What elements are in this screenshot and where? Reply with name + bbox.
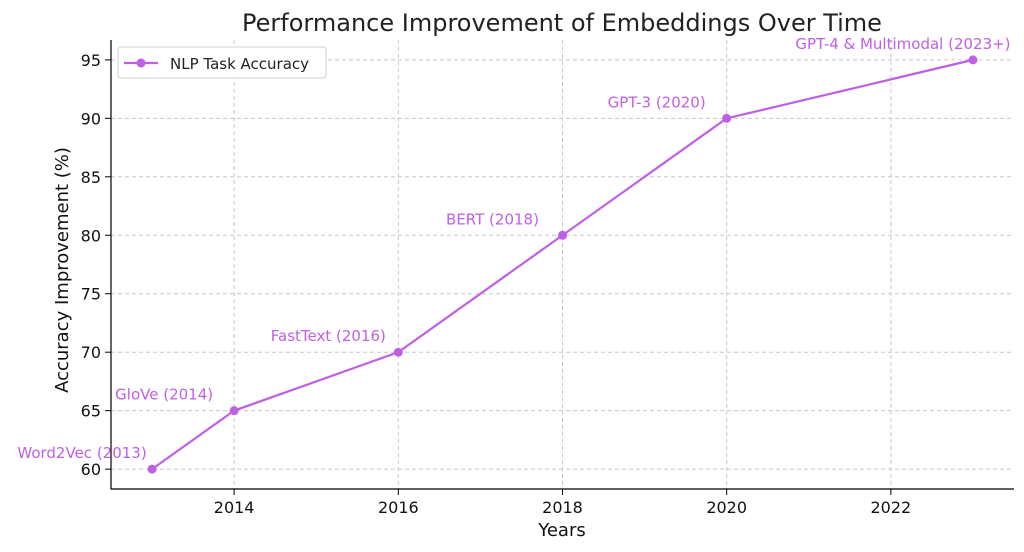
y-tick-label: 75 bbox=[81, 285, 101, 304]
y-tick-label: 85 bbox=[81, 168, 101, 187]
data-point bbox=[393, 347, 403, 357]
series-line bbox=[151, 58, 974, 471]
data-point bbox=[558, 230, 567, 240]
chart-title: Performance Improvement of Embeddings Ov… bbox=[242, 9, 882, 37]
data-point bbox=[968, 55, 978, 65]
data-label: GPT-4 & Multimodal (2023+) bbox=[795, 35, 1010, 53]
x-tick-label: 2020 bbox=[706, 498, 747, 517]
x-tick-label: 2018 bbox=[542, 498, 583, 517]
data-label: FastText (2016) bbox=[271, 327, 386, 345]
data-point bbox=[229, 406, 239, 416]
y-tick-label: 80 bbox=[81, 226, 101, 245]
data-point bbox=[147, 464, 157, 474]
y-tick-label: 60 bbox=[81, 460, 101, 479]
data-point bbox=[722, 113, 732, 123]
y-tick-label: 90 bbox=[81, 109, 101, 128]
legend-marker-swatch bbox=[136, 58, 146, 68]
grid-layer bbox=[111, 40, 1014, 489]
x-tick-label: 2016 bbox=[378, 498, 419, 517]
axes-frame bbox=[110, 40, 1014, 490]
x-axis-ticks: 2014 2016 2018 2020 2022 bbox=[214, 489, 911, 517]
data-label: GPT-3 (2020) bbox=[608, 93, 706, 111]
data-label: Word2Vec (2013) bbox=[17, 444, 146, 462]
legend-box bbox=[117, 46, 327, 79]
y-tick-label: 70 bbox=[81, 343, 101, 362]
y-tick-label: 65 bbox=[81, 402, 101, 421]
x-axis-label: Years bbox=[537, 520, 586, 541]
data-label: BERT (2018) bbox=[446, 210, 539, 228]
data-label: GloVe (2014) bbox=[115, 386, 213, 404]
y-axis-label: Accuracy Improvement (%) bbox=[52, 147, 73, 393]
y-tick-label: 95 bbox=[81, 51, 101, 70]
legend: NLP Task Accuracy bbox=[117, 46, 327, 79]
series-layer bbox=[147, 55, 978, 474]
x-tick-label: 2014 bbox=[214, 498, 255, 517]
x-tick-label: 2022 bbox=[871, 498, 912, 517]
annotation-layer: Word2Vec (2013) GloVe (2014) FastText (201… bbox=[17, 35, 1010, 462]
legend-series-label: NLP Task Accuracy bbox=[170, 55, 309, 73]
y-axis-ticks: 60 65 70 75 80 85 90 95 bbox=[81, 51, 111, 479]
